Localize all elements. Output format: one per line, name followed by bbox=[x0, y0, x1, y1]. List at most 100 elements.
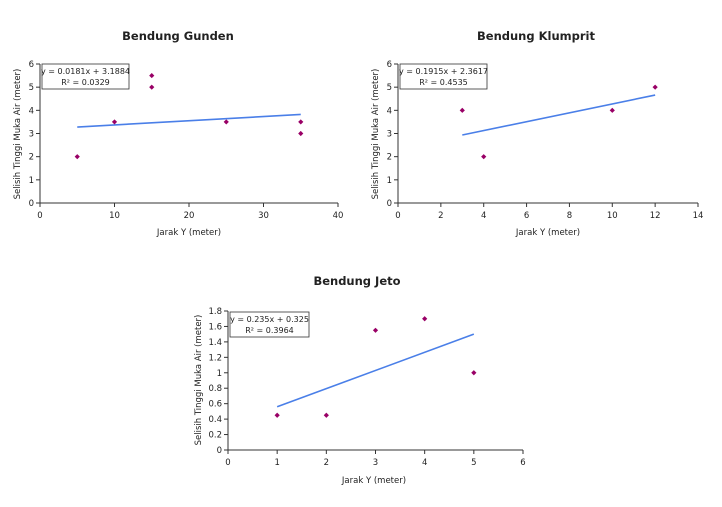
data-point bbox=[111, 119, 118, 125]
y-tick-label: 3 bbox=[387, 130, 392, 140]
r-squared-label: R² = 0.4535 bbox=[419, 78, 468, 87]
y-tick-label: 5 bbox=[29, 83, 34, 93]
data-point bbox=[149, 84, 155, 90]
x-tick-label: 6 bbox=[524, 211, 529, 221]
y-tick-label: 0 bbox=[387, 199, 392, 209]
y-tick-label: 1 bbox=[29, 176, 34, 186]
x-tick-label: 0 bbox=[395, 211, 400, 221]
chart-bendung-gunden: Bendung Gunden 0 10 20 30 40 0 1 2 3 4 5 6 y = 0.0… bbox=[13, 29, 343, 238]
y-tick-label: 4 bbox=[29, 106, 34, 116]
trendline bbox=[276, 333, 475, 408]
y-tick-label: 4 bbox=[387, 106, 392, 116]
y-tick-label: 0 bbox=[217, 446, 222, 456]
y-tick-label: 0 bbox=[29, 199, 34, 209]
data-point bbox=[471, 370, 477, 376]
y-axis-title: Selisih Tinggi Muka Air (meter) bbox=[194, 315, 204, 446]
data-point bbox=[149, 72, 155, 79]
trendline-equation: y = 0.0181x + 3.1884 bbox=[41, 67, 130, 76]
x-tick-label: 40 bbox=[333, 211, 344, 221]
x-tick-label: 2 bbox=[324, 458, 329, 468]
equation-box bbox=[229, 311, 310, 338]
x-tick-labels: 0 1 2 3 4 5 6 bbox=[225, 458, 525, 468]
equation-box bbox=[399, 63, 488, 90]
x-tick-label: 6 bbox=[520, 458, 525, 468]
data-point bbox=[481, 154, 487, 160]
data-point bbox=[298, 130, 304, 137]
y-tick-labels: 0 1 2 3 4 5 6 bbox=[29, 60, 34, 209]
y-tick-label: 2 bbox=[29, 153, 34, 163]
x-tick-label: 20 bbox=[184, 211, 195, 221]
x-tick-label: 4 bbox=[481, 211, 486, 221]
x-tick-label: 4 bbox=[422, 458, 427, 468]
trendline-equation: y = 0.1915x + 2.3617 bbox=[399, 67, 488, 76]
y-tick-label: 0.4 bbox=[208, 415, 222, 425]
trendline-equation: y = 0.235x + 0.325 bbox=[230, 315, 309, 324]
x-tick-label: 1 bbox=[274, 458, 279, 468]
x-axis-title: Jarak Y (meter) bbox=[156, 228, 221, 238]
data-points bbox=[74, 72, 304, 160]
x-tick-label: 8 bbox=[567, 211, 572, 221]
y-tick-label: 1.6 bbox=[208, 322, 222, 332]
r-squared-label: R² = 0.3964 bbox=[245, 326, 294, 335]
x-tick-labels: 0 10 20 30 40 bbox=[37, 211, 343, 221]
r-squared-label: R² = 0.0329 bbox=[61, 78, 110, 87]
data-point bbox=[652, 84, 658, 90]
y-tick-label: 1.4 bbox=[208, 338, 222, 348]
x-tick-label: 0 bbox=[225, 458, 230, 468]
y-tick-label: 2 bbox=[387, 153, 392, 163]
y-tick-label: 1.2 bbox=[208, 353, 222, 363]
x-tick-label: 30 bbox=[258, 211, 269, 221]
x-tick-label: 3 bbox=[373, 458, 378, 468]
y-axis-title: Selisih Tinggi Muka Air (meter) bbox=[13, 69, 23, 200]
data-point bbox=[459, 107, 465, 113]
chart-title: Bendung Gunden bbox=[122, 29, 234, 43]
trendline-group bbox=[77, 113, 301, 128]
y-axis-title: Selisih Tinggi Muka Air (meter) bbox=[371, 69, 381, 200]
data-point bbox=[74, 154, 80, 160]
axes bbox=[36, 63, 339, 207]
x-tick-label: 12 bbox=[650, 211, 661, 221]
axes bbox=[394, 63, 699, 207]
y-tick-label: 0.8 bbox=[208, 384, 222, 394]
data-points bbox=[274, 316, 477, 418]
equation-box bbox=[41, 63, 130, 90]
x-axis-title: Jarak Y (meter) bbox=[341, 476, 406, 486]
y-tick-label: 1.8 bbox=[208, 307, 222, 317]
data-point bbox=[223, 119, 229, 125]
chart-title: Bendung Jeto bbox=[313, 274, 400, 288]
trendline bbox=[77, 113, 301, 128]
y-tick-label: 0.6 bbox=[208, 400, 222, 410]
y-tick-label: 1 bbox=[217, 369, 222, 379]
y-tick-label: 1 bbox=[387, 176, 392, 186]
trendline bbox=[462, 94, 656, 136]
x-tick-label: 10 bbox=[607, 211, 618, 221]
trendline-group bbox=[276, 333, 475, 408]
y-tick-label: 3 bbox=[29, 130, 34, 140]
data-points bbox=[459, 84, 658, 160]
y-tick-label: 5 bbox=[387, 83, 392, 93]
chart-title: Bendung Klumprit bbox=[477, 29, 595, 43]
data-point bbox=[609, 107, 615, 113]
x-axis-title: Jarak Y (meter) bbox=[515, 228, 580, 238]
y-tick-labels: 0 0.2 0.4 0.6 0.8 1 1.2 1.4 1.6 1.8 bbox=[208, 307, 222, 456]
trendline-group bbox=[462, 94, 656, 136]
data-point bbox=[298, 119, 304, 125]
data-point bbox=[372, 327, 379, 333]
chart-bendung-jeto: Bendung Jeto 0 1 2 3 4 5 6 0 0.2 0.4 0.6 0.8 1 1.2 1.… bbox=[194, 274, 526, 486]
x-tick-labels: 0 2 4 6 8 10 12 14 bbox=[395, 211, 703, 221]
y-tick-label: 0.2 bbox=[208, 431, 222, 441]
y-tick-label: 6 bbox=[387, 60, 392, 70]
axes bbox=[224, 310, 524, 454]
x-tick-label: 5 bbox=[471, 458, 476, 468]
y-tick-labels: 0 1 2 3 4 5 6 bbox=[387, 60, 392, 209]
data-point bbox=[422, 316, 428, 322]
x-tick-label: 14 bbox=[693, 211, 704, 221]
x-tick-label: 0 bbox=[37, 211, 42, 221]
data-point bbox=[323, 412, 329, 418]
x-tick-label: 2 bbox=[438, 211, 443, 221]
x-tick-label: 10 bbox=[109, 211, 120, 221]
data-point bbox=[274, 412, 280, 418]
y-tick-label: 6 bbox=[29, 60, 34, 70]
